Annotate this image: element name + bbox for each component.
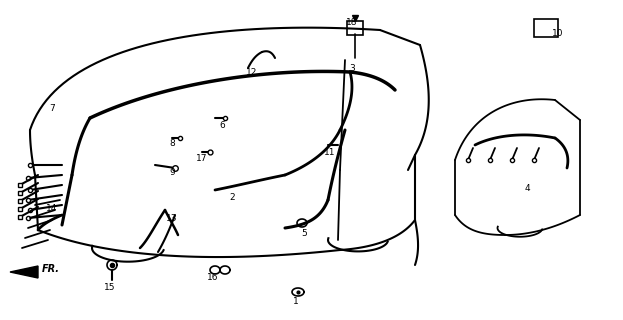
Text: 7: 7: [49, 103, 55, 113]
Text: 8: 8: [169, 139, 175, 148]
Text: FR.: FR.: [42, 264, 60, 274]
Text: 10: 10: [552, 28, 564, 37]
Text: 5: 5: [301, 228, 307, 237]
Text: 1: 1: [293, 298, 299, 307]
FancyBboxPatch shape: [534, 19, 558, 37]
Text: 4: 4: [524, 183, 530, 193]
Text: 9: 9: [169, 167, 175, 177]
Text: 12: 12: [246, 68, 258, 76]
Text: 17: 17: [196, 154, 207, 163]
Text: 3: 3: [349, 63, 355, 73]
FancyBboxPatch shape: [347, 21, 363, 35]
Text: 15: 15: [104, 284, 116, 292]
Text: 13: 13: [166, 213, 178, 222]
Text: 16: 16: [207, 274, 219, 283]
Text: 11: 11: [324, 148, 336, 156]
Text: 2: 2: [229, 193, 235, 202]
Polygon shape: [10, 266, 38, 278]
Text: 6: 6: [219, 121, 225, 130]
Text: 14: 14: [46, 204, 58, 212]
Text: 18: 18: [346, 18, 358, 27]
